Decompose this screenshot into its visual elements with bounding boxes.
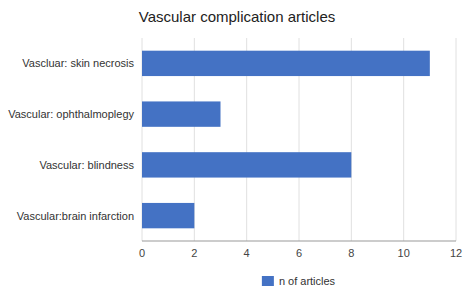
x-tick-label: 0: [139, 247, 145, 259]
x-tick-label: 8: [348, 247, 354, 259]
y-tick-label: Vascular:brain infarction: [17, 210, 134, 222]
y-tick-label: Vascular: blindness: [39, 159, 134, 171]
chart: Vascular complication articles 0 2 4 6 8 10 12 V…: [0, 0, 474, 303]
y-tick-label: Vascluar: skin necrosis: [22, 57, 134, 69]
bar: [142, 203, 194, 228]
bar: [142, 51, 430, 76]
grid-line: [456, 38, 457, 241]
y-tick-label: Vascular: ophthalmoplegy: [8, 108, 134, 120]
bar: [142, 101, 221, 126]
x-tick-label: 4: [244, 247, 250, 259]
x-tick-label: 10: [398, 247, 410, 259]
legend-swatch: [262, 276, 274, 286]
x-tick-label: 6: [296, 247, 302, 259]
x-tick-label: 12: [450, 247, 462, 259]
legend: n of articles: [262, 275, 336, 287]
legend-label: n of articles: [279, 275, 336, 287]
bar: [142, 152, 351, 177]
x-tick-label: 2: [191, 247, 197, 259]
x-axis-line: [142, 241, 456, 242]
bars: [142, 51, 430, 229]
title: Vascular complication articles: [139, 8, 335, 25]
